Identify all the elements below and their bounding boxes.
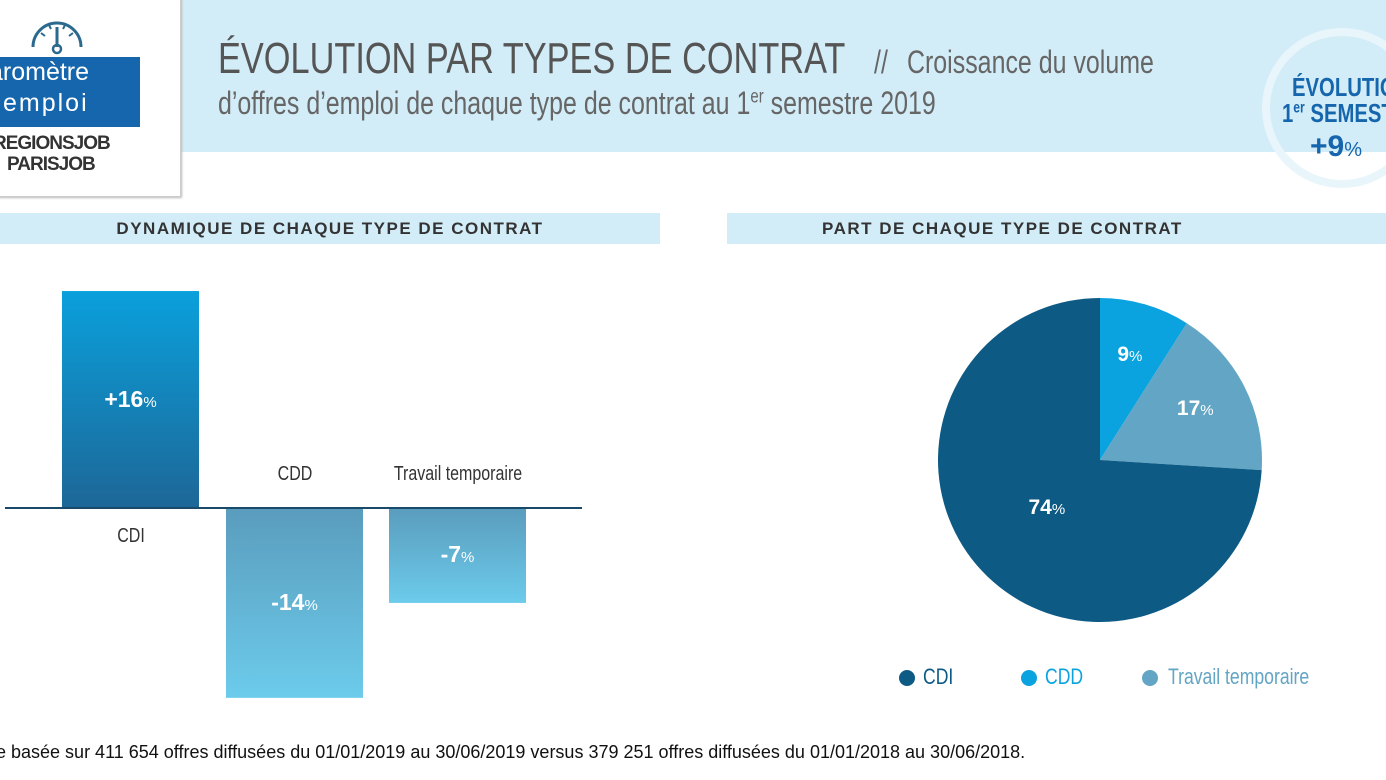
bar-value-label: +16% [104,385,157,412]
legend-cdd: CDD [1045,664,1084,689]
page-subtitle: d’offres d’emploi de chaque type de cont… [218,85,936,121]
pie-chart-title: PART DE CHAQUE TYPE DE CONTRAT [727,213,1386,244]
pie-value-label: 74% [1028,495,1066,519]
legend-cdd-marker [1021,670,1037,686]
pie-value-label: 9% [1117,343,1143,367]
bar-chart [5,291,582,698]
footnote: e basée sur 411 654 offres diffusées du … [0,742,1026,762]
pie-slice-cdd [1100,298,1187,460]
pie-slice-cdi [938,298,1262,622]
logo: aromètreemploi REGIONSJOB PARISJOB [0,0,181,197]
bar-chart-title: DYNAMIQUE DE CHAQUE TYPE DE CONTRAT [0,213,660,244]
pie-chart [938,298,1262,622]
brand-regionsjob: REGIONSJOB [0,133,111,154]
bar-value-label: -7% [440,541,475,568]
bar-travail-temporaire [389,508,526,603]
legend-cdi-marker [899,670,915,686]
bar-category-label: Travail temporaire [393,463,522,485]
evolution-badge: ÉVOLUTION 1er SEMESTRE +9% [1262,28,1386,188]
bar-cdd [226,508,363,698]
bar-cdi [62,291,199,508]
bar-category-label: CDD [277,463,312,485]
header-band [180,0,1386,152]
page-title: ÉVOLUTION PAR TYPES DE CONTRAT // Croiss… [218,34,1154,83]
legend-travail-temporaire: Travail temporaire [1168,664,1310,689]
bar-value-label: -14% [271,588,318,615]
pie-slice-travail-temporaire [1100,323,1262,471]
legend-tt-marker [1142,670,1158,686]
brand-parisjob: PARISJOB [7,154,96,175]
legend-cdi: CDI [923,664,954,689]
gauge-icon [31,21,83,55]
bar-category-label: CDI [116,525,145,547]
logo-box: aromètreemploi [0,57,140,127]
pie-value-label: 17% [1176,397,1214,421]
